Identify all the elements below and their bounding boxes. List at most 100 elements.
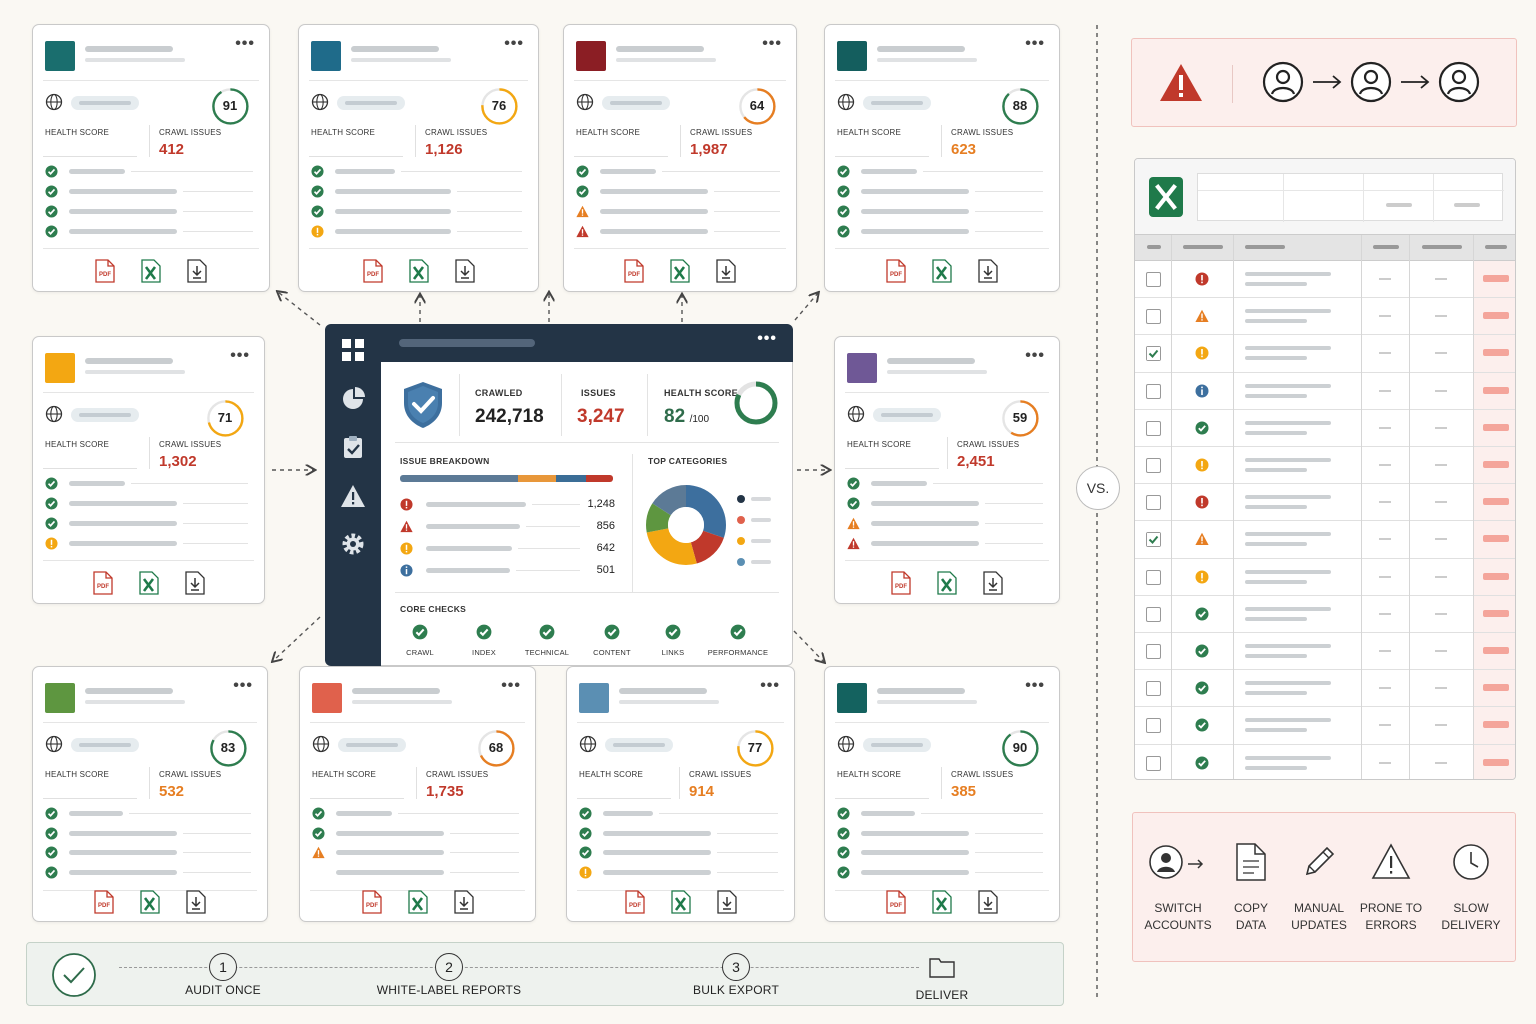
dashboard-more-icon[interactable]: ••• — [757, 330, 777, 347]
project-card[interactable]: ••• 91 HEALTH SCORE CRAWL ISSUES 412 PDF — [32, 24, 270, 292]
spreadsheet-row[interactable] — [1135, 261, 1515, 299]
site-url[interactable] — [863, 738, 931, 752]
row-checkbox[interactable] — [1146, 606, 1161, 622]
row-checkbox[interactable] — [1146, 681, 1161, 697]
card-more-icon[interactable]: ••• — [1025, 347, 1045, 364]
excel-icon[interactable] — [670, 890, 691, 914]
pdf-icon[interactable]: PDF — [624, 259, 644, 283]
spreadsheet-row[interactable] — [1135, 447, 1515, 485]
download-icon[interactable] — [978, 259, 998, 283]
project-card[interactable]: ••• 77 HEALTH SCORE CRAWL ISSUES 914 PDF — [566, 666, 795, 922]
project-card[interactable]: ••• 83 HEALTH SCORE CRAWL ISSUES 532 PDF — [32, 666, 268, 922]
spreadsheet-row[interactable] — [1135, 410, 1515, 447]
excel-icon[interactable] — [932, 259, 952, 283]
pdf-icon[interactable]: PDF — [361, 890, 382, 914]
pdf-icon[interactable]: PDF — [362, 259, 383, 283]
spreadsheet-row[interactable] — [1135, 559, 1515, 596]
card-more-icon[interactable]: ••• — [1025, 677, 1045, 694]
spreadsheet-row[interactable] — [1135, 707, 1515, 745]
row-checkbox[interactable] — [1146, 420, 1161, 436]
alert-icon[interactable] — [340, 483, 366, 509]
excel-icon[interactable] — [408, 259, 429, 283]
crawl-issues-value: 914 — [689, 783, 715, 800]
site-url[interactable] — [338, 738, 406, 752]
pdf-icon[interactable]: PDF — [886, 890, 906, 914]
row-checkbox[interactable] — [1146, 383, 1161, 399]
site-url[interactable] — [873, 408, 941, 422]
spreadsheet-row[interactable] — [1135, 335, 1515, 373]
crawl-issues-value: 532 — [159, 783, 185, 800]
project-card[interactable]: ••• 64 HEALTH SCORE CRAWL ISSUES 1,987 P… — [563, 24, 797, 292]
spreadsheet-row[interactable] — [1135, 596, 1515, 633]
row-checkbox[interactable] — [1146, 569, 1161, 585]
project-card[interactable]: ••• 88 HEALTH SCORE CRAWL ISSUES 623 PDF — [824, 24, 1060, 292]
spreadsheet-row[interactable] — [1135, 521, 1515, 559]
card-more-icon[interactable]: ••• — [235, 35, 255, 52]
download-icon[interactable] — [184, 571, 205, 595]
excel-icon[interactable] — [140, 890, 160, 914]
excel-icon[interactable] — [932, 890, 952, 914]
core-check: LINKS — [633, 624, 713, 657]
check-row — [312, 826, 519, 841]
site-url[interactable] — [71, 96, 139, 110]
pdf-icon[interactable]: PDF — [886, 259, 906, 283]
card-more-icon[interactable]: ••• — [504, 35, 524, 52]
clipboard-check-icon[interactable] — [340, 434, 366, 460]
row-checkbox[interactable] — [1146, 458, 1161, 473]
project-card[interactable]: ••• 68 HEALTH SCORE CRAWL ISSUES 1,735 P… — [299, 666, 536, 922]
download-icon[interactable] — [716, 890, 737, 914]
check-row — [45, 185, 253, 199]
download-icon[interactable] — [453, 890, 474, 914]
pie-chart-icon[interactable] — [340, 386, 366, 412]
site-url[interactable] — [71, 408, 139, 422]
download-icon[interactable] — [454, 259, 475, 283]
download-icon[interactable] — [186, 890, 206, 914]
spreadsheet-row[interactable] — [1135, 633, 1515, 671]
site-url[interactable] — [71, 738, 139, 752]
pdf-icon[interactable]: PDF — [95, 259, 115, 283]
card-more-icon[interactable]: ••• — [1025, 35, 1045, 52]
pdf-icon[interactable]: PDF — [891, 571, 911, 595]
pdf-icon[interactable]: PDF — [94, 890, 114, 914]
excel-icon[interactable] — [670, 259, 690, 283]
row-checkbox[interactable] — [1146, 718, 1161, 734]
download-icon[interactable] — [716, 259, 736, 283]
project-card[interactable]: ••• 76 HEALTH SCORE CRAWL ISSUES 1,126 P… — [298, 24, 539, 292]
card-more-icon[interactable]: ••• — [760, 677, 780, 694]
row-checkbox[interactable] — [1146, 272, 1161, 287]
spreadsheet-row[interactable] — [1135, 745, 1515, 779]
pdf-icon[interactable]: PDF — [92, 571, 113, 595]
row-checkbox[interactable] — [1146, 755, 1161, 771]
row-checkbox[interactable] — [1146, 495, 1161, 511]
check-icon — [45, 477, 58, 490]
download-icon[interactable] — [978, 890, 998, 914]
site-url[interactable] — [337, 96, 405, 110]
excel-icon[interactable] — [141, 259, 161, 283]
pdf-icon[interactable]: PDF — [624, 890, 645, 914]
settings-gear-icon[interactable] — [340, 531, 366, 557]
grid-icon[interactable] — [340, 337, 366, 363]
row-checkbox[interactable] — [1146, 644, 1161, 659]
spreadsheet-row[interactable] — [1135, 670, 1515, 708]
spreadsheet-row[interactable] — [1135, 373, 1515, 410]
download-icon[interactable] — [983, 571, 1003, 595]
card-more-icon[interactable]: ••• — [501, 677, 521, 694]
excel-icon[interactable] — [138, 571, 159, 595]
card-more-icon[interactable]: ••• — [233, 677, 253, 694]
excel-icon[interactable] — [407, 890, 428, 914]
site-url[interactable] — [605, 738, 673, 752]
spreadsheet-row[interactable] — [1135, 298, 1515, 336]
project-card[interactable]: ••• 59 HEALTH SCORE CRAWL ISSUES 2,451 P… — [834, 336, 1060, 604]
excel-icon[interactable] — [937, 571, 957, 595]
row-checkbox[interactable] — [1146, 532, 1161, 548]
spreadsheet-row[interactable] — [1135, 484, 1515, 522]
row-checkbox[interactable] — [1146, 309, 1161, 325]
card-more-icon[interactable]: ••• — [230, 347, 250, 364]
row-checkbox[interactable] — [1146, 346, 1161, 362]
project-card[interactable]: ••• 71 HEALTH SCORE CRAWL ISSUES 1,302 P… — [32, 336, 265, 604]
site-url[interactable] — [863, 96, 931, 110]
project-card[interactable]: ••• 90 HEALTH SCORE CRAWL ISSUES 385 PDF — [824, 666, 1060, 922]
site-url[interactable] — [602, 96, 670, 110]
card-more-icon[interactable]: ••• — [762, 35, 782, 52]
download-icon[interactable] — [187, 259, 207, 283]
